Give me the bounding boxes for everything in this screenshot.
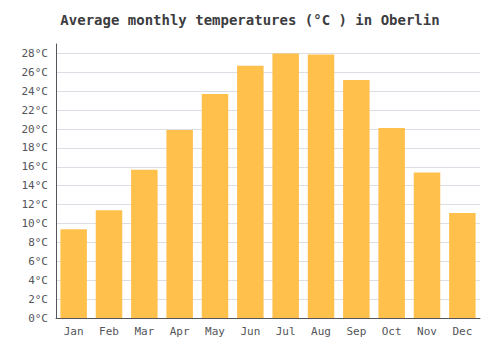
svg-text:Jul: Jul — [276, 325, 296, 338]
svg-text:Aug: Aug — [311, 325, 331, 338]
svg-text:18°C: 18°C — [22, 141, 49, 154]
svg-text:Sep: Sep — [346, 325, 366, 338]
svg-text:16°C: 16°C — [22, 160, 49, 173]
svg-text:6°C: 6°C — [28, 255, 48, 268]
svg-text:26°C: 26°C — [22, 66, 49, 79]
svg-text:20°C: 20°C — [22, 123, 49, 136]
svg-text:Mar: Mar — [134, 325, 154, 338]
svg-text:Nov: Nov — [417, 325, 437, 338]
svg-text:Apr: Apr — [170, 325, 190, 338]
svg-text:Jun: Jun — [240, 325, 260, 338]
svg-text:Dec: Dec — [452, 325, 472, 338]
svg-text:14°C: 14°C — [22, 179, 49, 192]
svg-text:Feb: Feb — [99, 325, 119, 338]
svg-text:8°C: 8°C — [28, 236, 48, 249]
svg-text:2°C: 2°C — [28, 293, 48, 306]
svg-text:0°C: 0°C — [28, 312, 48, 325]
svg-text:Jan: Jan — [64, 325, 84, 338]
svg-text:Oct: Oct — [382, 325, 402, 338]
svg-text:28°C: 28°C — [22, 47, 49, 60]
svg-text:12°C: 12°C — [22, 198, 49, 211]
svg-text:10°C: 10°C — [22, 217, 49, 230]
svg-text:May: May — [205, 325, 225, 338]
svg-text:22°C: 22°C — [22, 104, 49, 117]
svg-text:Average monthly temperatures (: Average monthly temperatures (°C ) in Ob… — [60, 12, 439, 28]
svg-text:4°C: 4°C — [28, 274, 48, 287]
svg-text:24°C: 24°C — [22, 85, 49, 98]
